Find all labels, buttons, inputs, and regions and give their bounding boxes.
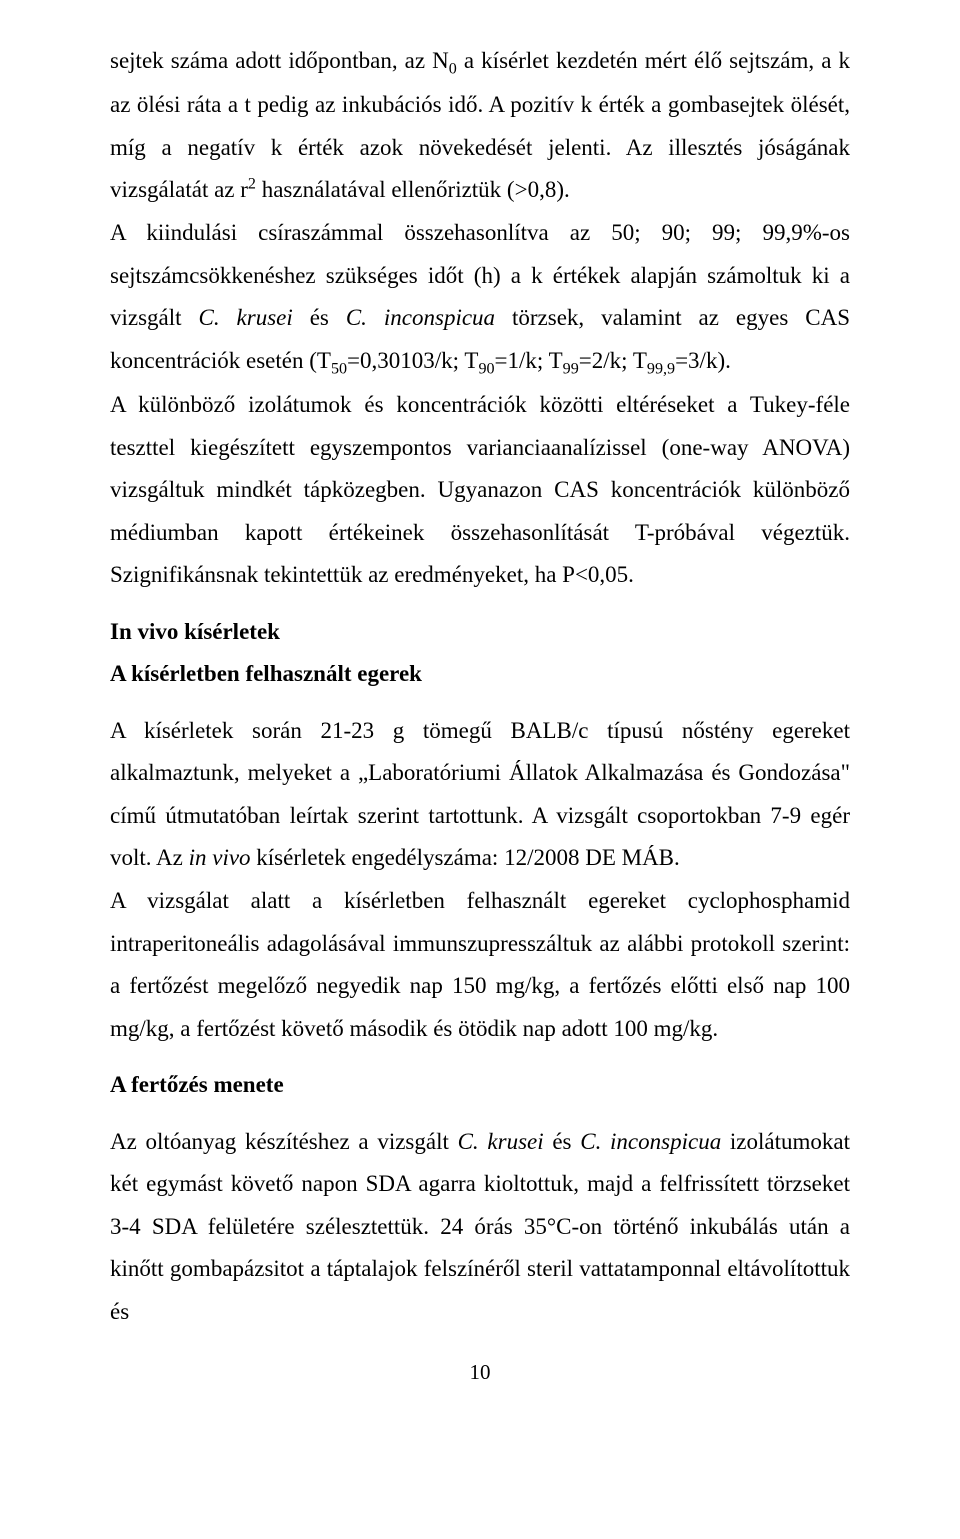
subscript: 99,9 bbox=[647, 360, 675, 377]
page-number: 10 bbox=[110, 1353, 850, 1392]
heading-in-vivo: In vivo kísérletek bbox=[110, 611, 850, 654]
subscript: 0 bbox=[449, 61, 457, 78]
body-paragraph-3: A különböző izolátumok és koncentrációk … bbox=[110, 384, 850, 597]
text-run: izolátumokat két egymást követő napon SD… bbox=[110, 1129, 850, 1324]
text-run: =1/k; T bbox=[495, 348, 563, 373]
body-paragraph-2: A kiindulási csíraszámmal összehasonlítv… bbox=[110, 212, 850, 384]
heading-mice: A kísérletben felhasznált egerek bbox=[110, 653, 850, 696]
italic-run: C. krusei bbox=[458, 1129, 544, 1154]
text-run: használatával ellenőriztük (>0,8). bbox=[256, 177, 570, 202]
text-run: és bbox=[293, 305, 346, 330]
text-run: Az oltóanyag készítéshez a vizsgált bbox=[110, 1129, 458, 1154]
body-paragraph-1: sejtek száma adott időpontban, az N0 a k… bbox=[110, 40, 850, 212]
text-run: =2/k; T bbox=[579, 348, 647, 373]
italic-run: in vivo bbox=[189, 845, 251, 870]
text-run: =3/k). bbox=[675, 348, 731, 373]
body-paragraph-6: Az oltóanyag készítéshez a vizsgált C. k… bbox=[110, 1121, 850, 1334]
text-run: =0,30103/k; T bbox=[347, 348, 478, 373]
italic-run: C. inconspicua bbox=[580, 1129, 721, 1154]
text-run: és bbox=[544, 1129, 581, 1154]
italic-run: C. krusei bbox=[199, 305, 293, 330]
subscript: 90 bbox=[478, 360, 494, 377]
subscript: 99 bbox=[563, 360, 579, 377]
text-run: sejtek száma adott időpontban, az N bbox=[110, 48, 449, 73]
document-page: sejtek száma adott időpontban, az N0 a k… bbox=[0, 0, 960, 1539]
italic-run: C. inconspicua bbox=[346, 305, 495, 330]
text-run: kísérletek engedélyszáma: 12/2008 DE MÁB… bbox=[251, 845, 680, 870]
body-paragraph-4: A kísérletek során 21-23 g tömegű BALB/c… bbox=[110, 710, 850, 880]
body-paragraph-5: A vizsgálat alatt a kísérletben felhaszn… bbox=[110, 880, 850, 1050]
subscript: 50 bbox=[331, 360, 347, 377]
heading-infection-process: A fertőzés menete bbox=[110, 1064, 850, 1107]
superscript: 2 bbox=[248, 176, 256, 193]
